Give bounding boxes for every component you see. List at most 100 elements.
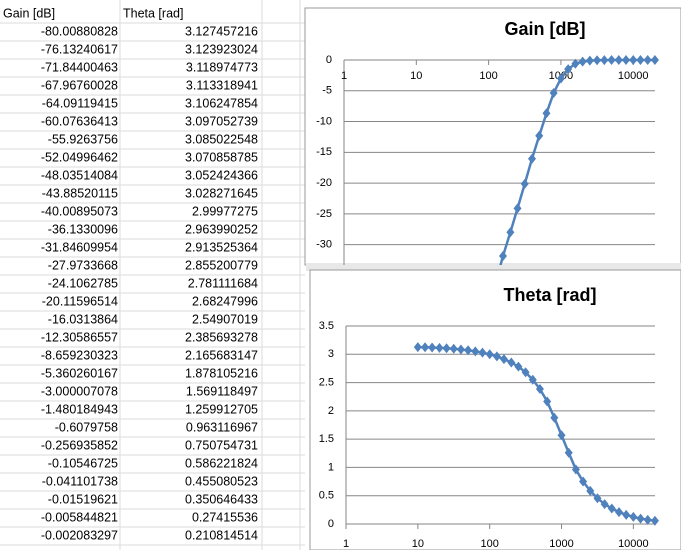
marker	[586, 485, 595, 496]
cell: 0.963116967	[186, 420, 258, 434]
cell: 3.118974773	[186, 60, 258, 74]
y-tick-label: 0	[328, 518, 334, 530]
cell: -0.041101738	[42, 474, 118, 488]
cell: 2.855200779	[185, 258, 258, 272]
marker	[428, 342, 437, 353]
marker	[585, 55, 594, 66]
marker	[442, 343, 451, 354]
chart-title: Gain [dB]	[505, 19, 586, 39]
marker	[498, 251, 507, 262]
x-tick-label: 1	[343, 538, 349, 550]
chart-panel	[304, 7, 681, 266]
cell: 3.123923024	[185, 42, 258, 56]
cell: -64.09119415	[42, 96, 118, 110]
marker	[629, 55, 638, 66]
cell: 1.569118497	[186, 384, 258, 398]
y-tick-label: 1	[328, 461, 334, 473]
y-tick-label: -30	[316, 239, 332, 251]
cell: 3.106247854	[185, 96, 258, 110]
series	[498, 55, 659, 265]
cell: -12.30586557	[41, 330, 118, 344]
cell: -1.480184943	[41, 402, 118, 416]
cell: -0.01519621	[48, 492, 118, 506]
cell: 2.781111684	[188, 276, 258, 290]
marker	[629, 511, 638, 522]
x-tick-label: 10000	[618, 70, 649, 82]
cell: 2.99977275	[192, 204, 258, 218]
marker	[600, 499, 609, 510]
cell: 1.878105216	[185, 366, 258, 380]
cell: 3.070858785	[185, 150, 258, 164]
y-tick-label: -10	[316, 115, 332, 127]
cell: -67.96760028	[41, 78, 118, 92]
marker	[636, 55, 645, 66]
x-tick-label: 10	[412, 538, 424, 550]
cell: -5.360260167	[41, 366, 118, 380]
cell: 3.113318941	[186, 78, 258, 92]
marker	[549, 87, 558, 98]
cell: -52.04996462	[41, 150, 118, 164]
cell: -0.005844821	[41, 510, 118, 524]
marker	[478, 347, 487, 358]
cell: -20.11596514	[42, 294, 118, 308]
cell: 3.028271645	[185, 186, 258, 200]
x-tick-label: 100	[481, 538, 499, 550]
cell: -48.03514084	[41, 168, 118, 182]
marker	[571, 464, 580, 475]
y-tick-label: 2	[328, 405, 334, 417]
cell: -0.256935852	[41, 438, 118, 452]
marker	[528, 374, 537, 385]
marker	[492, 351, 501, 362]
marker	[650, 515, 659, 526]
cell: -31.84609954	[41, 240, 118, 254]
charts: Gain [dB]0-5-10-15-20-25-301101001000100…	[316, 19, 659, 550]
marker	[514, 361, 523, 372]
marker	[614, 55, 623, 66]
marker	[449, 343, 458, 354]
cell: 2.963990252	[185, 222, 258, 236]
marker	[513, 203, 522, 214]
marker	[543, 396, 552, 407]
cell: 0.27415536	[192, 510, 258, 524]
cell: -80.00880828	[41, 24, 118, 38]
marker	[413, 342, 422, 353]
chart-panel	[309, 269, 681, 550]
marker	[507, 357, 516, 368]
cell: 3.052424366	[185, 168, 258, 182]
spreadsheet-grid: Gain [dB] Theta [rad] -80.00880828 3.127457…	[0, 0, 305, 550]
marker	[607, 503, 616, 514]
cell: 2.385693278	[185, 330, 258, 344]
chart-title: Theta [rad]	[503, 285, 596, 305]
marker	[535, 130, 544, 141]
marker	[571, 58, 580, 69]
cell: 3.127457216	[185, 24, 258, 38]
marker	[622, 55, 631, 66]
marker	[650, 55, 659, 65]
marker	[556, 73, 565, 84]
y-tick-label: 0	[326, 54, 332, 66]
cell: 1.259912705	[185, 402, 258, 416]
marker	[557, 430, 566, 441]
marker	[579, 476, 588, 487]
marker	[521, 367, 530, 378]
marker	[593, 55, 602, 66]
cell: 0.750754731	[185, 438, 258, 452]
cell: -36.1330096	[48, 222, 118, 236]
y-tick-label: -5	[322, 85, 332, 97]
cell: -76.13240617	[41, 42, 118, 56]
x-tick-label: 10	[410, 70, 422, 82]
marker	[520, 178, 529, 189]
marker	[421, 342, 430, 353]
x-tick-label: 1	[341, 70, 347, 82]
cell: 2.54907019	[192, 312, 258, 326]
y-tick-label: 3.5	[319, 320, 334, 332]
cell: 0.210814514	[185, 528, 258, 542]
marker	[636, 513, 645, 524]
cell: -27.9733668	[48, 258, 118, 272]
cell: 2.913525364	[185, 240, 258, 254]
cell: 0.455080523	[185, 474, 258, 488]
marker	[615, 507, 624, 518]
cell: -8.659230323	[41, 348, 118, 362]
column-header: Gain [dB]	[3, 6, 55, 20]
marker	[485, 349, 494, 360]
